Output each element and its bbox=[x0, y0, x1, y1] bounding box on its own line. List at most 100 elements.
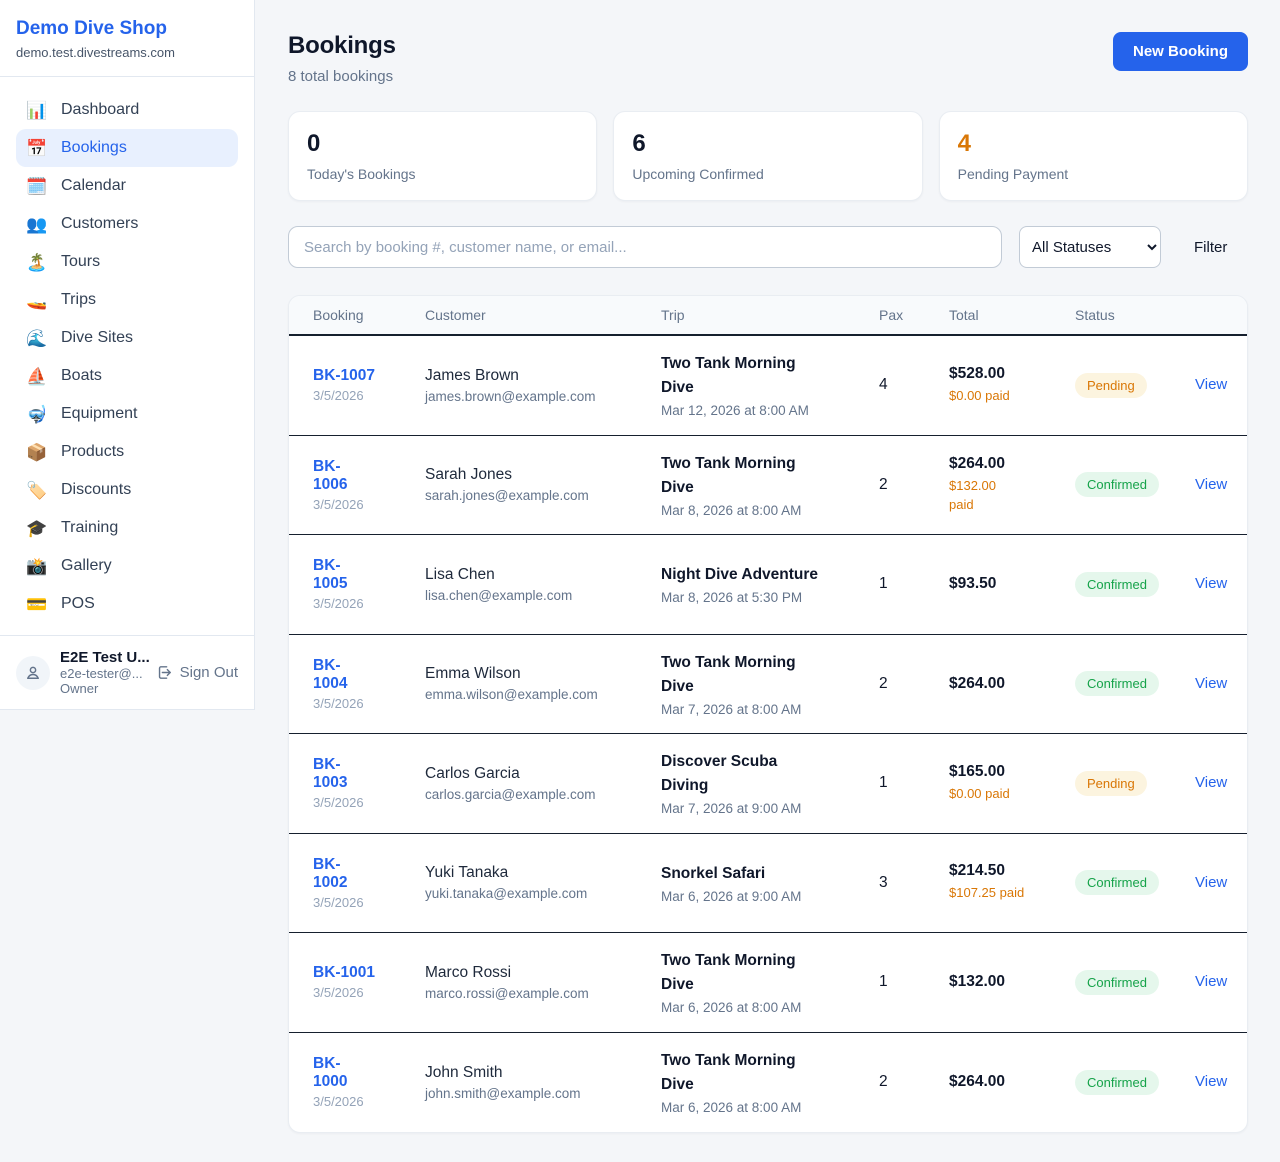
sidebar-item-label: Products bbox=[61, 443, 125, 460]
view-link[interactable]: View bbox=[1195, 674, 1228, 692]
booking-link[interactable]: BK- 1006 bbox=[313, 457, 348, 493]
brand: Demo Dive Shop demo.test.divestreams.com bbox=[0, 0, 254, 77]
nav-icon: 💳 bbox=[26, 594, 48, 614]
paid-amount: $0.00 paid bbox=[949, 785, 1010, 801]
booking-link[interactable]: BK- 1000 bbox=[313, 1055, 348, 1091]
status-badge: Pending bbox=[1075, 372, 1147, 398]
customer-email: yuki.tanaka@example.com bbox=[425, 886, 588, 902]
booking-date: 3/5/2026 bbox=[313, 985, 364, 1001]
status-select[interactable]: All Statuses bbox=[1019, 226, 1161, 268]
sidebar-item-pos[interactable]: 💳 POS bbox=[16, 585, 238, 623]
sidebar-item-calendar[interactable]: 🗓️ Calendar bbox=[16, 167, 238, 205]
total-amount: $264.00 bbox=[949, 454, 1006, 472]
stat-label: Upcoming Confirmed bbox=[632, 166, 764, 182]
view-link[interactable]: View bbox=[1195, 1073, 1228, 1091]
sidebar-item-label: POS bbox=[61, 595, 95, 612]
sidebar-item-label: Dive Sites bbox=[61, 329, 134, 346]
nav-icon: 📸 bbox=[26, 556, 48, 576]
table-row: BK- 1003 3/5/2026 Carlos Garcia carlos.g… bbox=[289, 734, 1247, 834]
booking-link[interactable]: BK-1007 bbox=[313, 367, 376, 385]
nav-icon: ⛵ bbox=[26, 366, 48, 386]
sidebar-item-bookings[interactable]: 📅 Bookings bbox=[16, 129, 238, 167]
table-header: Booking Customer Trip Pax Total Status bbox=[289, 296, 1247, 336]
filter-button[interactable]: Filter bbox=[1194, 238, 1228, 256]
sidebar-item-tours[interactable]: 🏝️ Tours bbox=[16, 243, 238, 281]
view-link[interactable]: View bbox=[1195, 575, 1228, 593]
stat-card: 6 Upcoming Confirmed bbox=[613, 111, 923, 201]
customer-name: John Smith bbox=[425, 1063, 503, 1081]
booking-link[interactable]: BK-1001 bbox=[313, 964, 376, 982]
trip-name: Two Tank Morning Dive bbox=[661, 952, 796, 994]
page-header: Bookings 8 total bookings New Booking bbox=[288, 32, 1248, 85]
column-header-status: Status bbox=[1075, 307, 1115, 323]
sidebar-item-gallery[interactable]: 📸 Gallery bbox=[16, 547, 238, 585]
trip-name: Night Dive Adventure bbox=[661, 566, 819, 584]
main-content: Bookings 8 total bookings New Booking 0 … bbox=[255, 0, 1280, 1133]
total-amount: $528.00 bbox=[949, 364, 1006, 382]
bookings-table: Booking Customer Trip Pax Total Status B… bbox=[288, 295, 1248, 1133]
sidebar-item-products[interactable]: 📦 Products bbox=[16, 433, 238, 471]
nav-icon: 📅 bbox=[26, 138, 48, 158]
view-link[interactable]: View bbox=[1195, 774, 1228, 792]
booking-link[interactable]: BK- 1003 bbox=[313, 756, 348, 792]
sidebar-item-training[interactable]: 🎓 Training bbox=[16, 509, 238, 547]
sidebar-item-customers[interactable]: 👥 Customers bbox=[16, 205, 238, 243]
user-meta: E2E Test U... e2e-tester@... Owner bbox=[60, 649, 150, 696]
sidebar-item-equipment[interactable]: 🤿 Equipment bbox=[16, 395, 238, 433]
brand-name: Demo Dive Shop bbox=[16, 18, 167, 39]
pax-count: 1 bbox=[879, 575, 888, 593]
stat-label: Today's Bookings bbox=[307, 166, 416, 182]
sidebar-item-label: Customers bbox=[61, 215, 139, 232]
booking-link[interactable]: BK- 1004 bbox=[313, 656, 348, 692]
booking-link[interactable]: BK- 1005 bbox=[313, 557, 348, 593]
table-row: BK-1007 3/5/2026 James Brown james.brown… bbox=[289, 336, 1247, 436]
trip-date: Mar 7, 2026 at 9:00 AM bbox=[661, 801, 802, 817]
customer-name: Marco Rossi bbox=[425, 963, 512, 981]
status-badge: Confirmed bbox=[1075, 870, 1159, 896]
new-booking-button[interactable]: New Booking bbox=[1112, 32, 1248, 71]
sidebar-item-dashboard[interactable]: 📊 Dashboard bbox=[16, 91, 238, 129]
search-input[interactable] bbox=[288, 226, 1002, 268]
booking-date: 3/5/2026 bbox=[313, 695, 364, 711]
view-link[interactable]: View bbox=[1195, 376, 1228, 394]
page-subtitle: 8 total bookings bbox=[288, 68, 394, 85]
customer-name: Carlos Garcia bbox=[425, 764, 520, 782]
sidebar-item-discounts[interactable]: 🏷️ Discounts bbox=[16, 471, 238, 509]
booking-date: 3/5/2026 bbox=[313, 1094, 364, 1110]
user-role: Owner bbox=[60, 681, 99, 696]
table-row: BK- 1005 3/5/2026 Lisa Chen lisa.chen@ex… bbox=[289, 535, 1247, 635]
nav-icon: 🏝️ bbox=[26, 252, 48, 272]
sign-out-button[interactable]: Sign Out bbox=[156, 664, 238, 681]
trip-date: Mar 8, 2026 at 5:30 PM bbox=[661, 590, 803, 606]
paid-amount: $107.25 paid bbox=[949, 885, 1025, 901]
sidebar-item-dive-sites[interactable]: 🌊 Dive Sites bbox=[16, 319, 238, 357]
sidebar-item-label: Trips bbox=[61, 291, 96, 308]
sidebar-item-label: Discounts bbox=[61, 481, 132, 498]
trip-name: Two Tank Morning Dive bbox=[661, 1052, 796, 1094]
view-link[interactable]: View bbox=[1195, 475, 1228, 493]
sidebar-item-label: Calendar bbox=[61, 177, 126, 194]
column-header-booking: Booking bbox=[313, 307, 364, 323]
total-amount: $132.00 bbox=[949, 973, 1006, 991]
total-amount: $93.50 bbox=[949, 575, 997, 593]
view-link[interactable]: View bbox=[1195, 873, 1228, 891]
nav-icon: 📊 bbox=[26, 100, 48, 120]
user-name: E2E Test U... bbox=[60, 649, 150, 666]
customer-name: Yuki Tanaka bbox=[425, 864, 509, 882]
customer-email: carlos.garcia@example.com bbox=[425, 786, 596, 802]
customer-name: Emma Wilson bbox=[425, 665, 521, 683]
booking-date: 3/5/2026 bbox=[313, 894, 364, 910]
booking-link[interactable]: BK- 1002 bbox=[313, 855, 348, 891]
table-row: BK- 1004 3/5/2026 Emma Wilson emma.wilso… bbox=[289, 635, 1247, 734]
view-link[interactable]: View bbox=[1195, 973, 1228, 991]
sidebar-item-boats[interactable]: ⛵ Boats bbox=[16, 357, 238, 395]
trip-name: Two Tank Morning Dive bbox=[661, 355, 796, 397]
customer-name: James Brown bbox=[425, 366, 519, 384]
table-body: BK-1007 3/5/2026 James Brown james.brown… bbox=[289, 336, 1247, 1132]
sidebar-item-label: Training bbox=[61, 519, 119, 536]
column-header-pax: Pax bbox=[879, 307, 904, 323]
status-badge: Confirmed bbox=[1075, 969, 1159, 995]
stats-row: 0 Today's Bookings 6 Upcoming Confirmed … bbox=[288, 111, 1248, 201]
sidebar-item-trips[interactable]: 🚤 Trips bbox=[16, 281, 238, 319]
page-title: Bookings bbox=[288, 32, 396, 59]
